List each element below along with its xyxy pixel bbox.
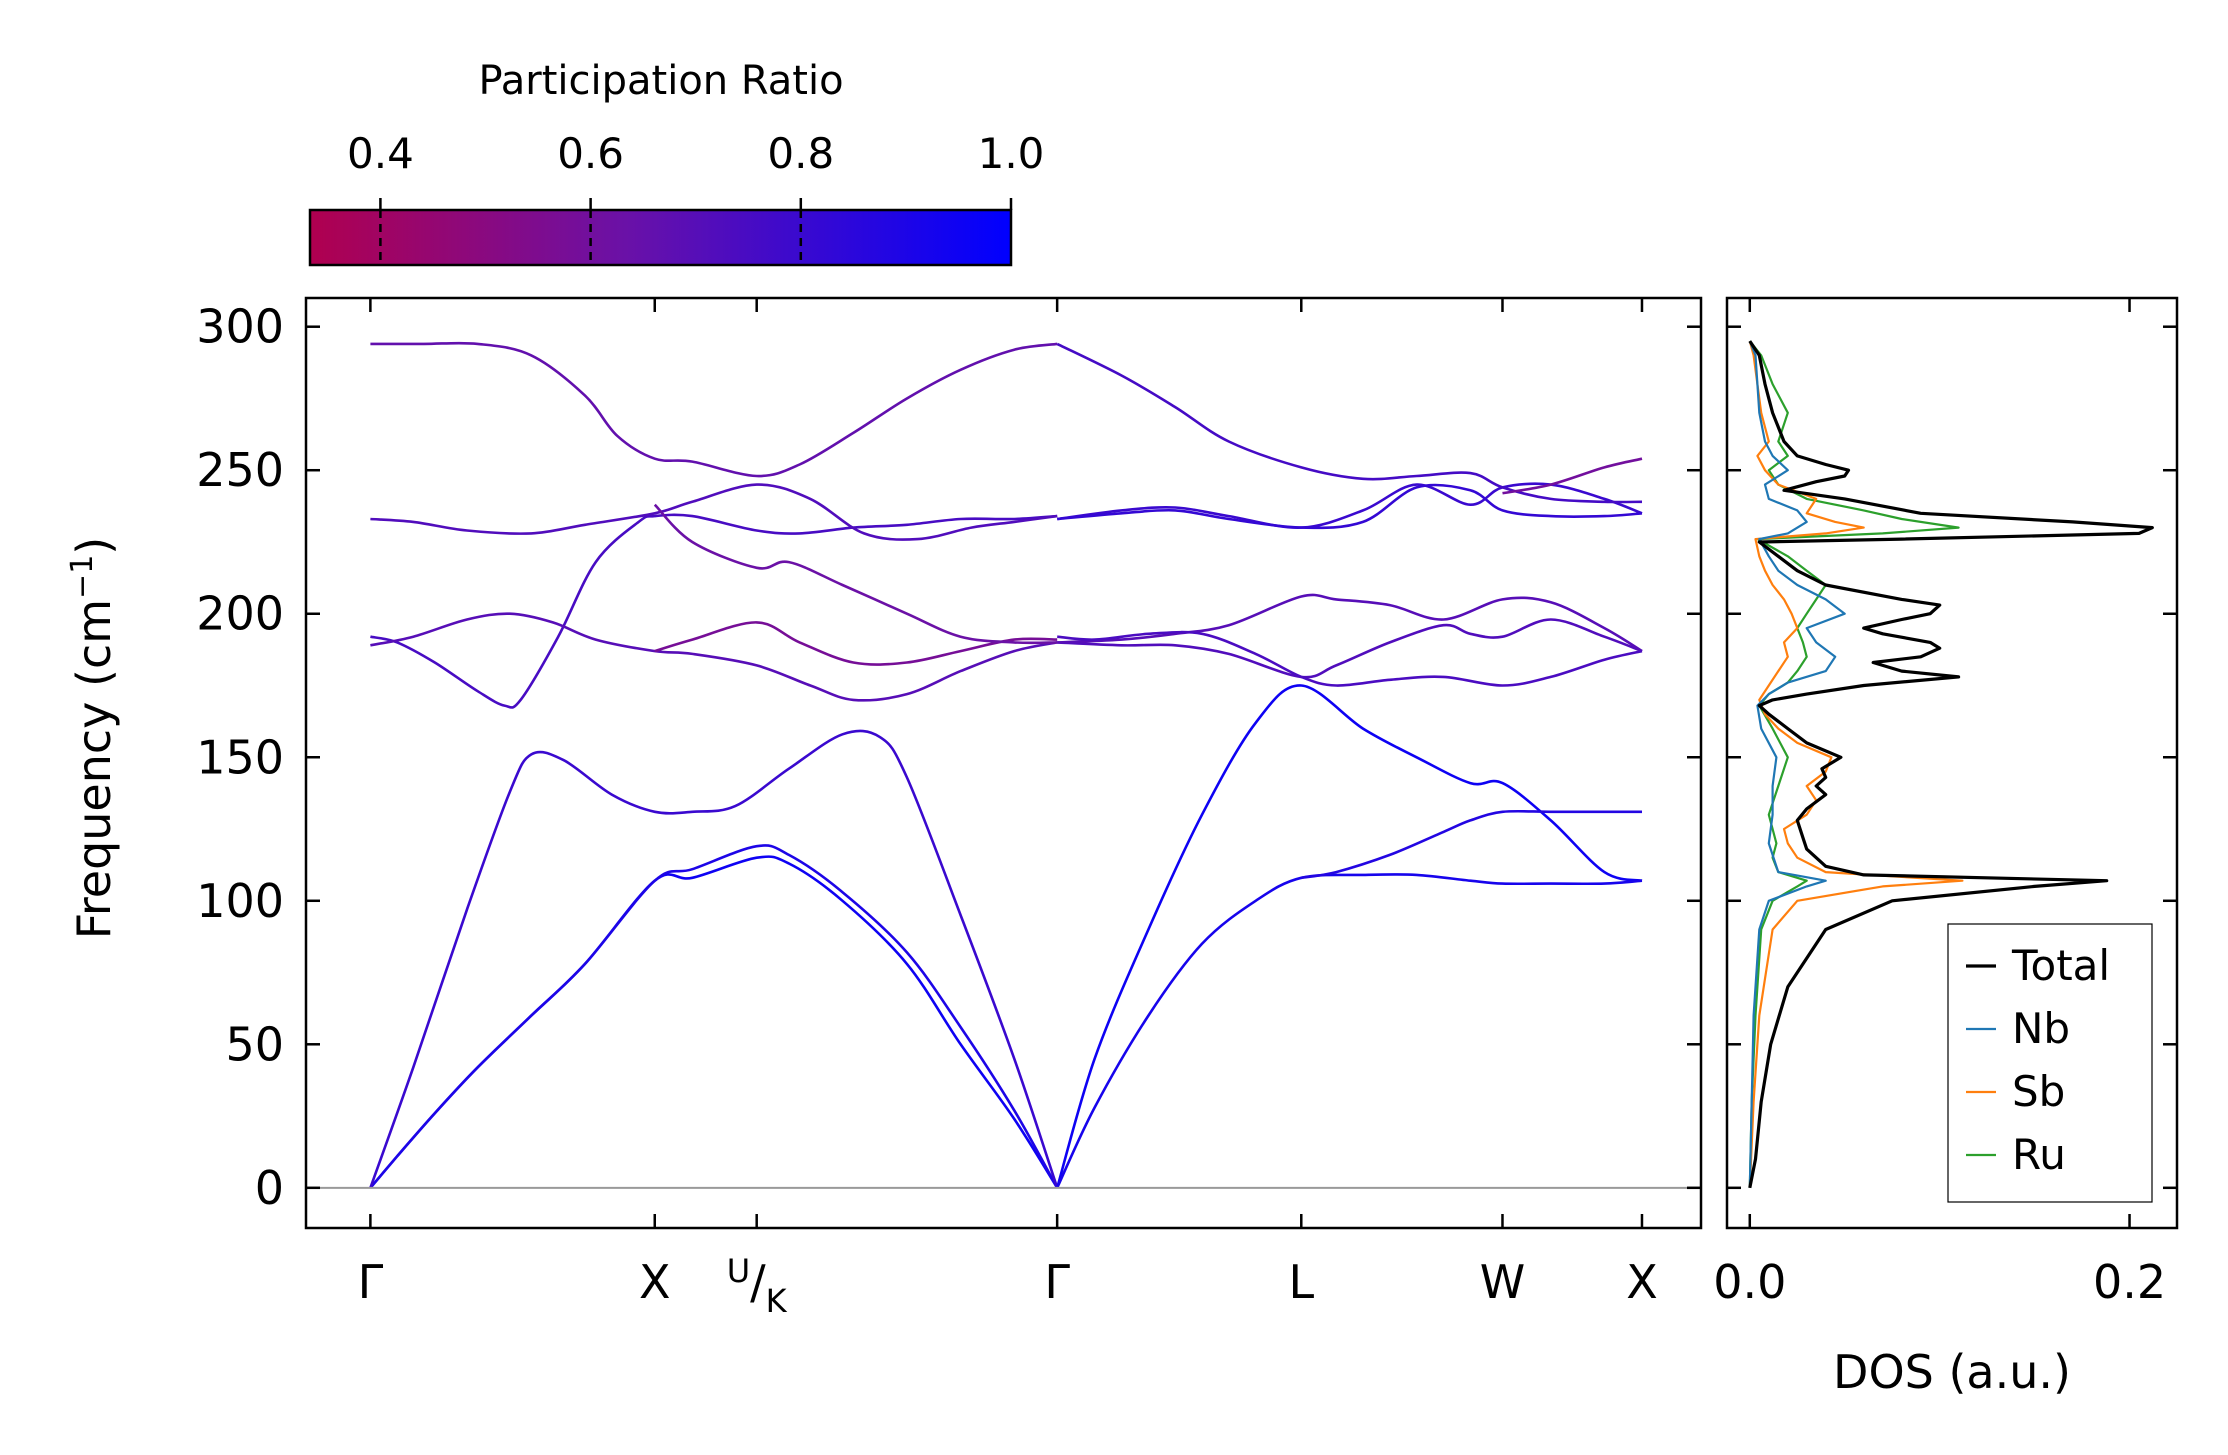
colorbar: Participation Ratio 0.4 0.6 0.8 1.0 (308, 58, 1044, 267)
dos-axes-frame (1725, 296, 2179, 1230)
band-branch-13 (1057, 618, 1643, 679)
frequency-axis-ticks: 0 50 100 150 200 250 300 (196, 300, 1701, 1215)
band-branch-5 (370, 612, 1058, 702)
band-branch-7 (370, 341, 1058, 478)
k-point-label-k: K (766, 1282, 788, 1320)
band-branch-2 (369, 844, 1059, 1189)
legend-label-sb: Sb (2012, 1067, 2065, 1116)
dos-line-total (1748, 340, 2154, 1189)
legend-label-ru: Ru (2012, 1130, 2066, 1179)
band-branch-1 (369, 855, 1059, 1189)
colorbar-tick-label: 0.8 (767, 129, 834, 178)
k-point-label: Γ (358, 1255, 384, 1309)
colorbar-label: Participation Ratio (478, 58, 843, 104)
frequency-tick-label: 0 (255, 1161, 284, 1215)
dos-tick-label: 0.0 (1713, 1255, 1786, 1309)
k-point-label-u: U (727, 1252, 750, 1290)
k-point-label: W (1480, 1255, 1525, 1309)
dos-line-nb (1748, 340, 1846, 1188)
dos-legend: Total Nb Sb Ru (1947, 923, 2153, 1203)
band-branch-11 (1056, 873, 1643, 1189)
legend-items: Total Nb Sb Ru (1966, 941, 2110, 1179)
band-branch-15 (1057, 630, 1643, 687)
dos-tick-label: 0.2 (2093, 1255, 2166, 1309)
legend-label-nb: Nb (2012, 1004, 2070, 1053)
band-branch-14 (1057, 593, 1643, 653)
colorbar-tick-label: 0.6 (557, 129, 624, 178)
frequency-tick-label: 300 (196, 300, 284, 354)
dos-panel: 0.0 0.2 DOS (a.u.) Total Nb Sb Ru (1713, 296, 2179, 1399)
colorbar-ticks: 0.4 0.6 0.8 1.0 (347, 129, 1044, 265)
band-branch-6 (370, 483, 1058, 541)
frequency-tick-label: 200 (196, 587, 284, 641)
frequency-tick-label: 150 (196, 730, 284, 784)
frequency-tick-label: 100 (196, 874, 284, 928)
band-branch-18 (1056, 342, 1643, 504)
colorbar-gradient (308, 208, 1013, 267)
band-branch-19 (1502, 457, 1643, 495)
dos-axis-ticks: 0.0 0.2 (1713, 298, 2166, 1309)
band-branch-10 (1055, 684, 1643, 1189)
legend-label-total: Total (2011, 941, 2110, 990)
band-lines (369, 341, 1643, 1189)
band-branch-12 (1301, 809, 1642, 880)
k-point-label: X (1626, 1255, 1658, 1309)
k-point-label: L (1288, 1255, 1314, 1309)
band-axes-frame (304, 296, 1703, 1230)
frequency-tick-label: 250 (196, 443, 284, 497)
band-branch-16 (1057, 482, 1643, 529)
dos-line-sb (1748, 340, 1964, 1188)
frequency-axis-label: Frequency (cm−1) (65, 537, 121, 940)
dos-frequency-ticks (1727, 325, 2177, 1190)
k-point-label: Γ (1044, 1255, 1070, 1309)
band-branch-3 (369, 729, 1059, 1189)
colorbar-tick-label: 0.4 (347, 129, 414, 178)
k-point-label-u-k: U/K (727, 1252, 788, 1320)
band-branch-17 (1057, 483, 1643, 530)
dos-line-ru (1748, 340, 1960, 1188)
dos-axis-label: DOS (a.u.) (1833, 1345, 2071, 1399)
band-branch-4 (370, 513, 1058, 709)
frequency-tick-label: 50 (225, 1017, 284, 1071)
k-point-label: X (639, 1255, 671, 1309)
k-path-axis-ticks: Γ X U/K Γ L W X (358, 298, 1658, 1320)
band-structure-panel: 0 50 100 150 200 250 300 Γ X U/K Γ L W X Frequency (… (65, 296, 1703, 1320)
dos-lines (1748, 340, 2154, 1189)
colorbar-tick-label: 1.0 (978, 129, 1045, 178)
band-branch-9 (653, 503, 1058, 645)
